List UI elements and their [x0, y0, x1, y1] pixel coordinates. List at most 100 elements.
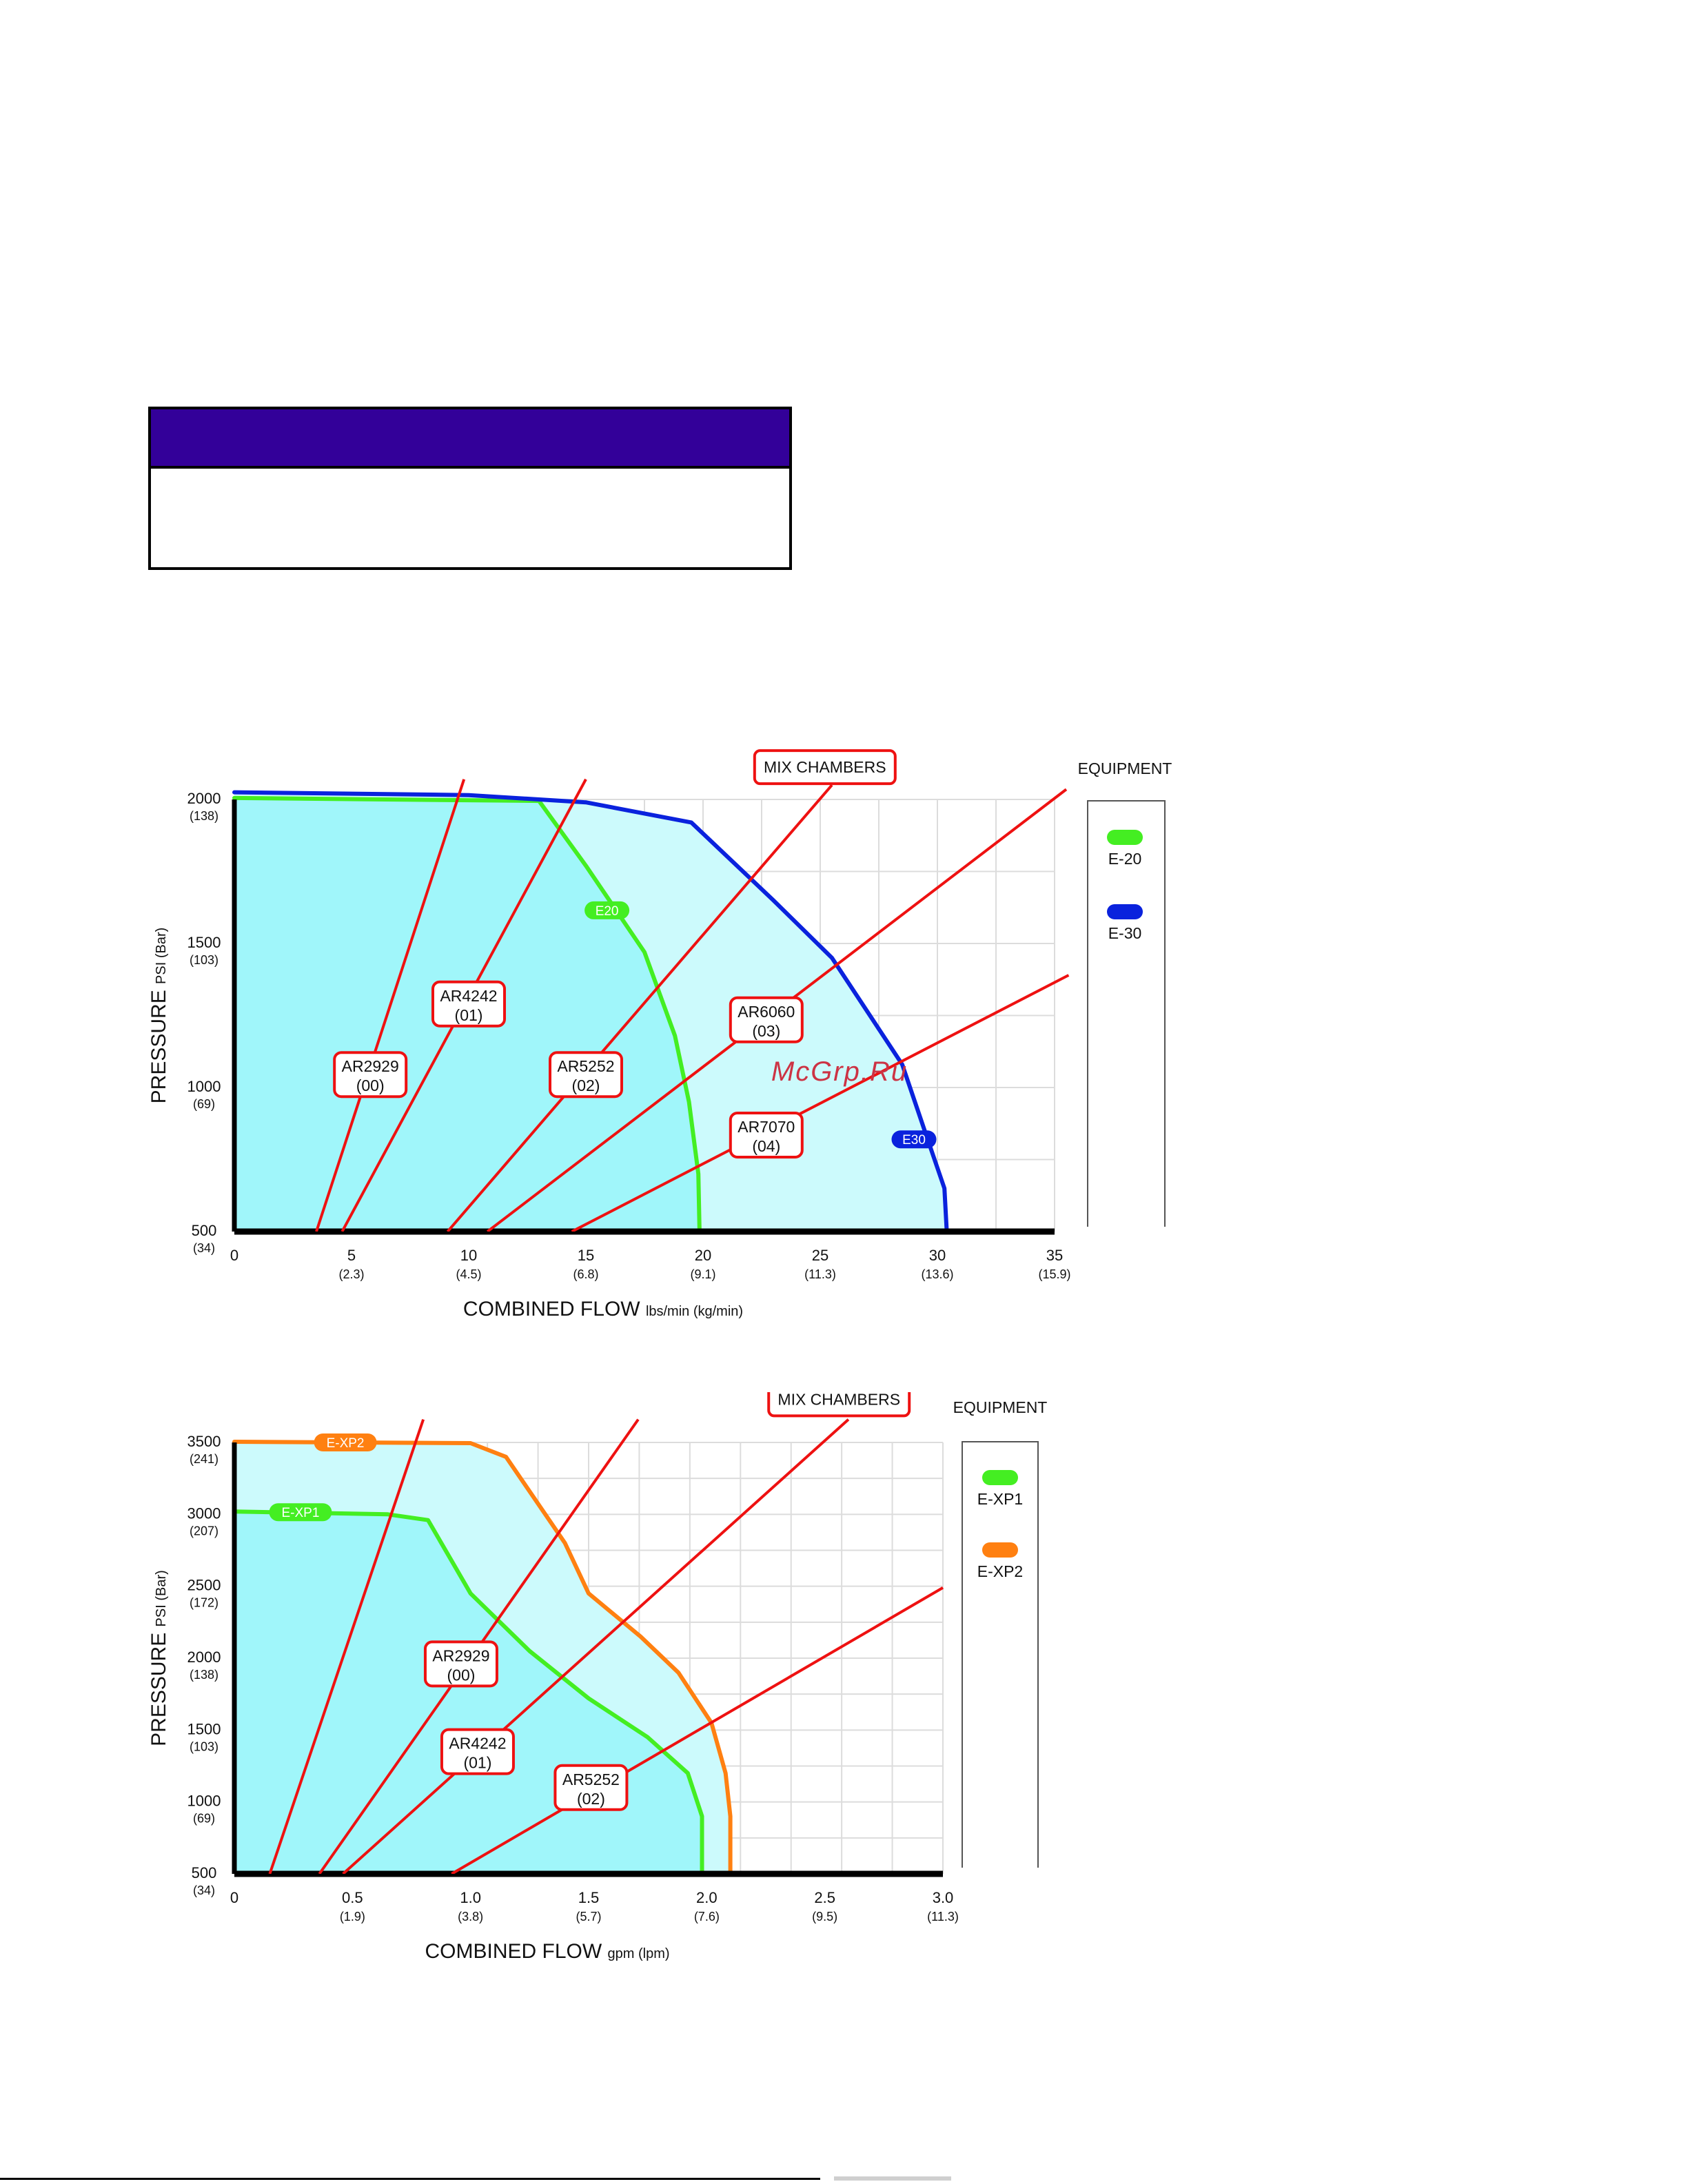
- mix-code-ar2929: (00): [447, 1666, 476, 1684]
- chart-exp1-exp2: E-XP1 E-XP2 AR2929 (00) AR4242 (01) AR5252 (02)…: [0, 1381, 1688, 1999]
- y-axis-unit: PSI (Bar): [154, 1570, 169, 1626]
- x-tick-sublabel: (6.8): [573, 1267, 598, 1281]
- legend-frame: [962, 1441, 1039, 1868]
- series-line-e-30: [232, 790, 949, 1234]
- mix-name-ar5252: AR5252: [562, 1770, 620, 1788]
- legend-title: EQUIPMENT: [953, 1398, 1048, 1416]
- legend-swatch-e-xp2: [982, 1542, 1018, 1558]
- legend-swatch-e-20: [1107, 830, 1143, 845]
- mix-name-ar4242: AR4242: [440, 987, 497, 1005]
- x-tick-label: 0.5: [342, 1889, 363, 1906]
- y-tick-label: 3000: [187, 1504, 221, 1522]
- series-line-e-xp2: [232, 1440, 733, 1876]
- mix-chambers-box: [753, 749, 897, 786]
- x-tick-sublabel: (4.5): [456, 1267, 481, 1281]
- mix-line-ar7070: [571, 974, 1070, 1232]
- y-tick-sublabel: (241): [190, 1452, 218, 1466]
- legend-frame: [1087, 800, 1166, 1227]
- curve-label-e-30: E30: [902, 1133, 926, 1147]
- curve-label-pill: [269, 1503, 332, 1522]
- y-tick-sublabel: (138): [190, 809, 218, 823]
- legend-label-e-20: E-20: [1108, 850, 1142, 868]
- x-tick-sublabel: (9.1): [690, 1267, 715, 1281]
- legend-swatch-e-xp1: [982, 1470, 1018, 1485]
- mix-name-ar5252: AR5252: [557, 1057, 614, 1075]
- mix-line-ar6060: [451, 1586, 944, 1874]
- y-tick-label: 2000: [187, 790, 221, 807]
- mix-box: [431, 980, 506, 1028]
- y-tick-sublabel: (69): [193, 1097, 215, 1111]
- mix-code-ar5252: (02): [577, 1790, 605, 1808]
- x-tick-label: 1.0: [460, 1889, 481, 1906]
- x-tick-sublabel: (5.7): [576, 1910, 601, 1923]
- x-tick-label: 1.5: [578, 1889, 600, 1906]
- y-tick-label: 2500: [187, 1577, 221, 1594]
- x-tick-label: 5: [347, 1247, 356, 1264]
- x-tick-sublabel: (13.6): [921, 1267, 953, 1281]
- legend-label-e-xp2: E-XP2: [977, 1562, 1023, 1580]
- x-tick-label: 3.0: [933, 1889, 954, 1906]
- x-axis-label: COMBINED FLOW gpm (lpm): [425, 1940, 669, 1963]
- footer-mark: [834, 2176, 951, 2181]
- mix-line-ar2929: [315, 779, 466, 1232]
- legend-label-e-30: E-30: [1108, 924, 1142, 942]
- x-tick-label: 20: [695, 1247, 711, 1264]
- y-tick-label: 1000: [187, 1793, 221, 1810]
- mix-line-ar5252: [342, 1418, 850, 1874]
- x-tick-sublabel: (3.8): [458, 1910, 483, 1923]
- x-tick-sublabel: (11.3): [804, 1267, 836, 1281]
- y-tick-label: 3500: [187, 1433, 221, 1450]
- curve-label-pill: [314, 1433, 377, 1451]
- x-tick-sublabel: (9.5): [812, 1910, 837, 1923]
- legend-label-e-xp1: E-XP1: [977, 1490, 1023, 1508]
- mix-box: [423, 1640, 498, 1688]
- mix-box: [440, 1728, 515, 1775]
- y-axis-label: PRESSURE PSI (Bar): [148, 1570, 170, 1746]
- y-tick-label: 1000: [187, 1078, 221, 1095]
- mix-chambers-title: MIX CHAMBERS: [764, 758, 886, 776]
- x-tick-sublabel: (1.9): [340, 1910, 365, 1923]
- footer-rule: [0, 2178, 820, 2180]
- mix-box: [549, 1051, 623, 1099]
- mix-name-ar6060: AR6060: [738, 1003, 795, 1021]
- curve-label-e-xp2: E-XP2: [327, 1436, 365, 1451]
- y-tick-label: 2000: [187, 1649, 221, 1666]
- mix-code-ar2929: (00): [356, 1076, 385, 1094]
- mix-code-ar7070: (04): [752, 1137, 780, 1155]
- x-tick-label: 0: [230, 1889, 238, 1906]
- x-tick-label: 25: [812, 1247, 828, 1264]
- watermark: McGrp.Ru: [771, 1057, 908, 1087]
- header-bar: [151, 409, 789, 469]
- mix-code-ar4242: (01): [455, 1006, 483, 1024]
- legend-swatch-e-30: [1107, 904, 1143, 919]
- y-axis-title: PRESSURE: [148, 984, 170, 1103]
- y-tick-sublabel: (207): [190, 1524, 218, 1538]
- header-body: [151, 469, 789, 567]
- y-tick-label: 500: [192, 1864, 217, 1881]
- x-tick-label: 30: [929, 1247, 946, 1264]
- header-box: [148, 407, 792, 570]
- curve-label-pill: [891, 1130, 937, 1149]
- curve-label-e-xp1: E-XP1: [281, 1506, 319, 1520]
- curve-label-e-20: E20: [596, 904, 619, 919]
- series-line-e-xp1: [232, 1509, 704, 1876]
- x-tick-label: 15: [578, 1247, 594, 1264]
- y-tick-sublabel: (34): [193, 1884, 215, 1897]
- y-tick-sublabel: (138): [190, 1668, 218, 1682]
- mix-box: [729, 1111, 804, 1159]
- x-axis-title: COMBINED FLOW: [425, 1940, 607, 1963]
- y-axis-unit: PSI (Bar): [154, 928, 169, 984]
- mix-line-ar2929: [268, 1418, 425, 1874]
- mix-line-ar5252: [446, 784, 833, 1232]
- y-tick-label: 500: [192, 1222, 217, 1239]
- y-axis-label: PRESSURE PSI (Bar): [148, 928, 170, 1104]
- mix-name-ar2929: AR2929: [432, 1646, 489, 1664]
- mix-box: [729, 996, 804, 1043]
- x-tick-label: 0: [230, 1247, 238, 1264]
- mix-name-ar7070: AR7070: [738, 1118, 795, 1136]
- mix-lines: [315, 778, 1070, 1232]
- x-tick-label: 10: [460, 1247, 477, 1264]
- x-axis-label: COMBINED FLOW lbs/min (kg/min): [463, 1298, 743, 1320]
- mix-code-ar6060: (03): [752, 1022, 780, 1040]
- legend-title: EQUIPMENT: [1078, 759, 1172, 777]
